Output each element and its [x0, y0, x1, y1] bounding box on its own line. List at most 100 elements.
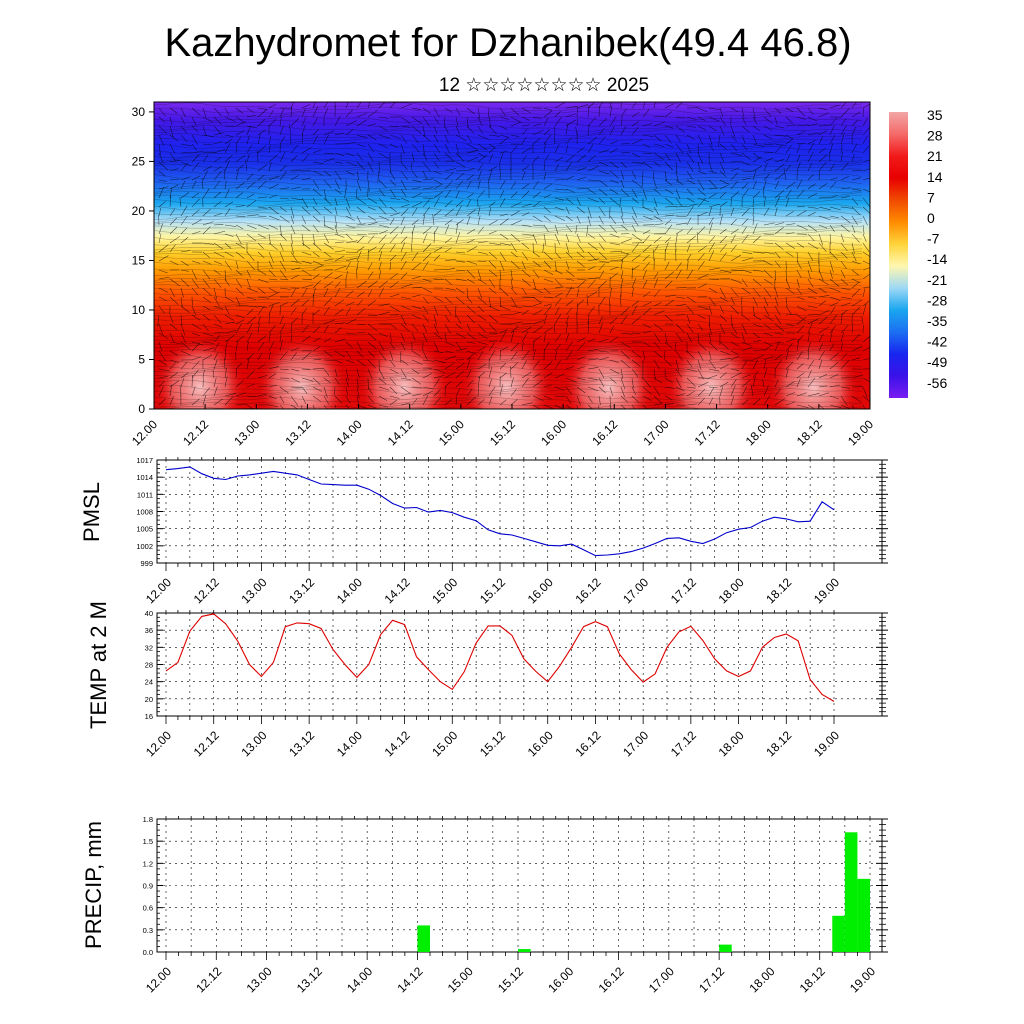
wind-vector: [235, 130, 245, 136]
wind-vector: [719, 161, 726, 173]
wind-vector: [642, 279, 648, 289]
wind-vector: [422, 350, 428, 361]
wind-vector: [587, 154, 596, 163]
wind-vector: [664, 395, 673, 401]
wind-vector: [290, 106, 293, 118]
wind-vector: [774, 190, 784, 199]
wind-vector: [598, 170, 610, 175]
wind-vector: [862, 146, 869, 154]
wind-vector: [598, 179, 608, 187]
wind-vector: [499, 190, 505, 199]
wind-vector: [235, 192, 243, 199]
wind-vector: [631, 368, 639, 377]
wind-vector: [675, 323, 685, 333]
wind-vector: [202, 394, 207, 406]
wind-vector: [708, 179, 717, 189]
wind-vector: [697, 283, 707, 289]
wind-vector: [312, 117, 318, 127]
wind-vector: [565, 224, 573, 233]
wind-vector: [158, 276, 170, 280]
wind-vector: [576, 176, 587, 181]
colorbar-label: 28: [927, 128, 943, 144]
wind-vector: [389, 233, 398, 244]
wind-vector: [532, 191, 541, 199]
contour-line: [154, 194, 863, 203]
wind-vector: [587, 233, 596, 239]
wind-vector: [323, 319, 336, 325]
wind-vector: [169, 195, 172, 208]
wind-vector: [158, 179, 167, 182]
wind-vector: [719, 107, 724, 117]
wind-vector: [543, 303, 553, 307]
wind-vector: [719, 350, 730, 355]
heatmap-xtick-label: 13.00: [231, 417, 262, 448]
wind-vector: [367, 215, 377, 221]
wind-vector: [422, 386, 435, 390]
wind-vector: [796, 339, 800, 352]
wind-vector: [257, 335, 266, 343]
wind-vector: [719, 143, 727, 150]
wind-vector: [301, 251, 312, 256]
wind-vector: [686, 269, 694, 280]
wind-vector: [158, 187, 164, 199]
wind-vector: [279, 187, 290, 190]
wind-vector: [433, 375, 445, 379]
wind-vector: [301, 177, 311, 181]
wind-vector: [763, 360, 766, 370]
wind-vector: [378, 269, 382, 280]
wind-vector: [378, 188, 385, 197]
chart-subtitle: 12 ☆☆☆☆☆☆☆☆ 2025: [439, 75, 649, 96]
wind-vector: [708, 387, 715, 397]
wind-vector: [279, 206, 287, 213]
wind-vector: [180, 323, 186, 336]
wind-vector: [213, 359, 218, 370]
wind-vector: [587, 358, 599, 361]
wind-vector: [697, 107, 708, 113]
wind-vector: [543, 110, 553, 118]
wind-vector: [235, 136, 242, 145]
wind-vector: [323, 386, 328, 398]
wind-vector: [334, 188, 342, 195]
wind-vector: [587, 395, 593, 404]
wind-vector: [422, 390, 434, 397]
wind-vector: [180, 143, 193, 147]
wind-vector: [433, 254, 440, 262]
ytick-label: 0.9: [143, 882, 153, 891]
wind-vector: [433, 368, 446, 373]
xtick-label: 13.12: [286, 728, 317, 759]
wind-vector: [378, 377, 387, 385]
wind-vector: [411, 179, 422, 183]
wind-vector: [686, 125, 696, 128]
wind-vector: [290, 274, 299, 280]
wind-vector: [202, 278, 210, 288]
wind-vector: [279, 151, 286, 163]
wind-vector: [730, 341, 739, 347]
wind-vector: [356, 332, 366, 334]
wind-vector: [807, 173, 814, 181]
wind-vector: [565, 366, 575, 370]
wind-vector: [246, 305, 259, 308]
wind-vector: [290, 186, 301, 190]
wind-vector: [730, 207, 735, 217]
xtick-label: 14.00: [334, 728, 365, 759]
wind-vector: [180, 305, 190, 313]
wind-vector: [345, 301, 355, 307]
wind-vector: [620, 102, 622, 109]
wind-vector: [708, 323, 712, 335]
wind-vector: [708, 193, 717, 199]
wind-vector: [488, 116, 492, 128]
wind-vector: [334, 152, 345, 157]
wind-vector: [532, 309, 543, 316]
wind-vector: [807, 287, 818, 295]
wind-vector: [829, 117, 838, 127]
wind-vector: [807, 193, 818, 199]
wind-vector: [367, 386, 373, 395]
wind-vector: [719, 287, 726, 299]
contour-line: [154, 133, 863, 141]
wind-vector: [411, 143, 420, 153]
wind-vector: [664, 314, 673, 322]
xtick-label: 12.12: [191, 575, 222, 606]
wind-vector: [257, 206, 268, 209]
xtick-label: 12.00: [143, 575, 174, 606]
